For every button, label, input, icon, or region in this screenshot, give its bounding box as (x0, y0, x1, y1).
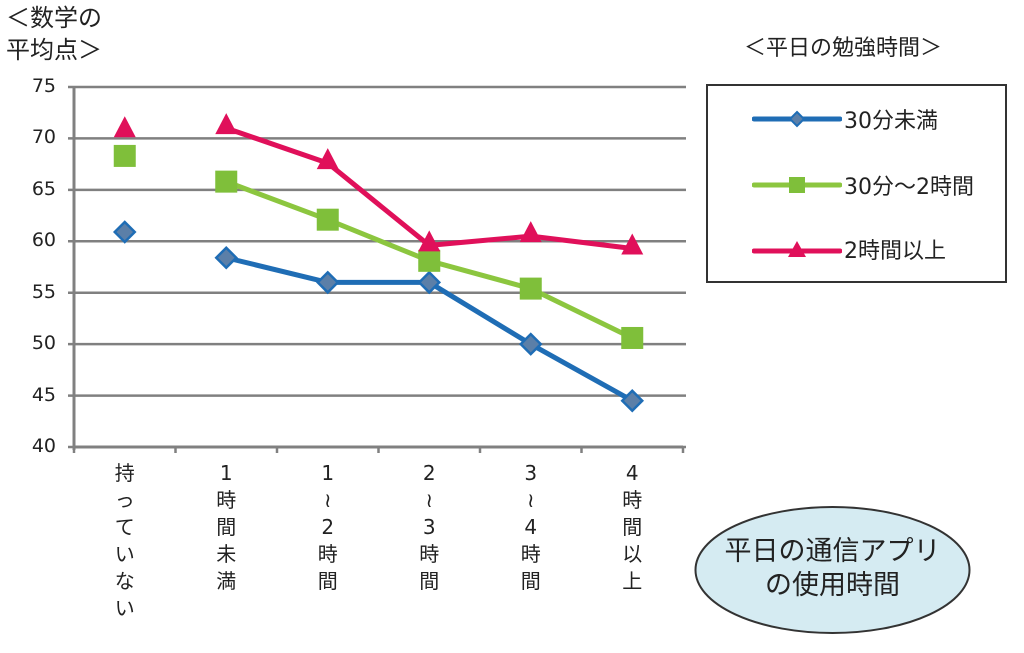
y-tick-label: 65 (31, 177, 56, 200)
legend: 30分未満 30分～2時間 2時間以上 (706, 84, 1007, 283)
data-point-square (215, 170, 238, 193)
data-point-square (519, 277, 542, 300)
triangle-marker-icon (752, 241, 842, 257)
data-point-diamond (214, 245, 239, 270)
data-point-square (316, 208, 339, 231)
y-tick-label: 60 (31, 229, 56, 252)
x-axis-title-bubble (694, 506, 971, 634)
data-point-square (113, 144, 136, 167)
data-point-triangle (316, 148, 339, 170)
legend-item-over-2h: 2時間以上 (752, 234, 946, 264)
x-category-label: 1 ≀ 2 時間 (317, 461, 338, 593)
x-axis-title: 平日の通信アプリ の使用時間 (724, 536, 941, 601)
data-point-triangle (519, 221, 542, 243)
square-marker-icon (752, 177, 842, 193)
y-tick-label: 40 (31, 435, 56, 457)
data-point-triangle (215, 113, 238, 135)
data-point-triangle (113, 116, 136, 138)
data-point-square (418, 249, 441, 272)
data-point-diamond (417, 270, 442, 295)
y-axis-title: ＜数学の 平均点＞ (6, 4, 102, 64)
x-category-label: 持っていない (114, 461, 135, 620)
legend-item-30min-2h: 30分～2時間 (752, 170, 974, 200)
x-category-label: 3 ≀ 4 時間 (520, 461, 541, 593)
y-tick-label: 50 (31, 332, 56, 355)
data-point-diamond (112, 220, 137, 244)
data-point-triangle (418, 230, 441, 252)
y-tick-label: 75 (31, 75, 56, 97)
x-category-label: 2 ≀ 3 時間 (419, 461, 440, 593)
legend-title: ＜平日の勉強時間＞ (744, 36, 943, 61)
legend-item-under-30min: 30分未満 (752, 104, 938, 134)
y-tick-label: 45 (31, 383, 56, 406)
data-point-triangle (621, 233, 644, 255)
data-point-square (621, 326, 644, 349)
y-tick-label: 55 (31, 280, 56, 303)
y-tick-label: 70 (31, 126, 56, 149)
data-point-diamond (620, 388, 645, 413)
diamond-marker-icon (752, 110, 842, 128)
data-point-diamond (315, 270, 340, 295)
data-point-diamond (518, 332, 543, 356)
